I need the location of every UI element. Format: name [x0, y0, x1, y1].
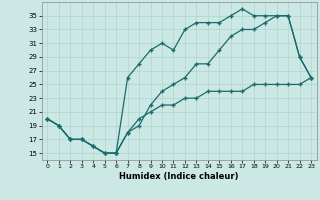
X-axis label: Humidex (Indice chaleur): Humidex (Indice chaleur): [119, 172, 239, 181]
